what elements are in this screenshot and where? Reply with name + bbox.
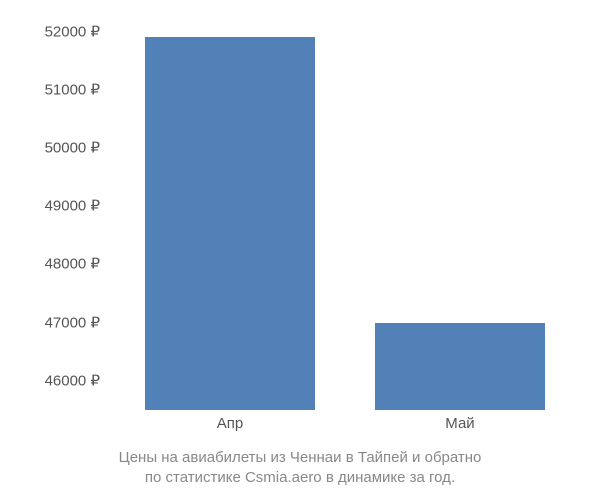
x-tick-label: Май	[445, 415, 474, 432]
x-tick-label: Апр	[217, 415, 243, 432]
y-tick-label: 51000 ₽	[0, 82, 100, 97]
y-tick-label: 52000 ₽	[0, 24, 100, 39]
price-chart: 46000 ₽ 47000 ₽ 48000 ₽ 49000 ₽ 50000 ₽ 51000…	[0, 0, 600, 500]
bar	[375, 323, 545, 410]
y-tick-label: 48000 ₽	[0, 257, 100, 272]
y-tick-label: 49000 ₽	[0, 199, 100, 214]
caption-line-2: по статистике Csmia.aero в динамике за г…	[145, 469, 455, 486]
caption-line-1: Цены на авиабилеты из Ченнаи в Тайпей и …	[119, 449, 482, 466]
chart-caption: Цены на авиабилеты из Ченнаи в Тайпей и …	[0, 448, 600, 489]
y-tick-label: 46000 ₽	[0, 373, 100, 388]
bar	[145, 37, 315, 410]
y-tick-label: 47000 ₽	[0, 315, 100, 330]
y-tick-label: 50000 ₽	[0, 141, 100, 156]
plot-area	[110, 20, 580, 410]
